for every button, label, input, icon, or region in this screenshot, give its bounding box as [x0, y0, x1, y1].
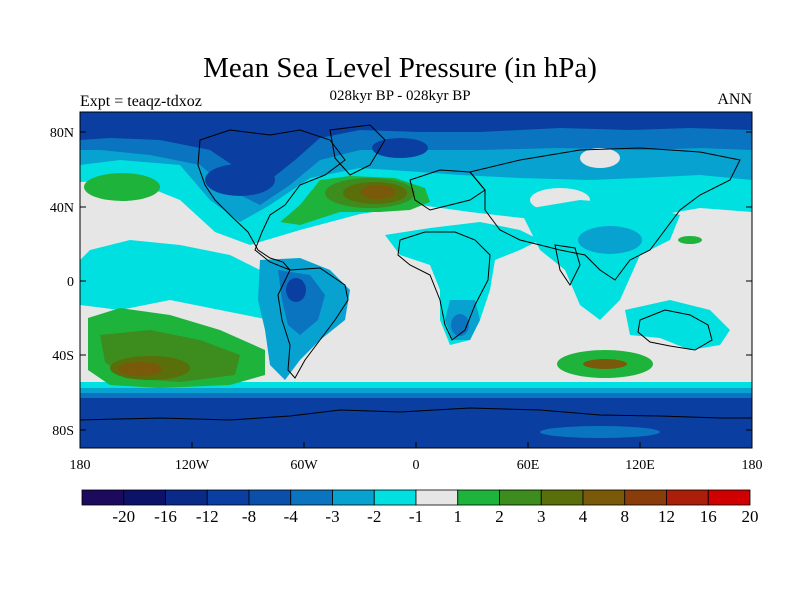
australia-cyan: [625, 300, 730, 350]
colorbar-label: -3: [325, 507, 339, 526]
lon-tick-label: 120W: [175, 458, 210, 473]
season-label: ANN: [717, 91, 752, 108]
south-pacific-high-brown: [118, 362, 162, 376]
map-field: [80, 112, 752, 448]
lon-tick-label: 0: [413, 458, 420, 473]
colorbar-swatch: [123, 489, 166, 506]
lon-tick-label: 60W: [290, 458, 318, 473]
colorbar-label: 4: [579, 507, 588, 526]
africa-mid-blue: [451, 314, 469, 336]
lat-tick-label: 40N: [50, 201, 74, 216]
colorbar-swatch: [582, 489, 626, 506]
colorbar-label: 2: [495, 507, 504, 526]
chart-subtitle: 028kyr BP - 028kyr BP: [329, 88, 471, 104]
colorbar-label: 12: [658, 507, 675, 526]
siberia-white-patch: [580, 148, 620, 168]
colorbar-swatch: [165, 489, 208, 506]
colorbar-swatch: [373, 489, 417, 506]
colorbar-swatch: [624, 489, 667, 506]
colorbar-label: -16: [154, 507, 177, 526]
lon-tick-label: 60E: [517, 458, 540, 473]
colorbar-label: 20: [742, 507, 759, 526]
south-america-deep-blue: [286, 278, 306, 302]
experiment-label: Expt = teaqz-tdxoz: [80, 93, 202, 110]
antarctic-mid-patch: [540, 426, 660, 438]
colorbar-label: -12: [196, 507, 219, 526]
colorbar-swatch: [248, 489, 292, 506]
colorbar-swatch: [206, 489, 250, 506]
colorbar-swatch: [499, 489, 542, 506]
colorbar-swatch: [290, 489, 333, 506]
north-atlantic-high-brown: [361, 185, 395, 199]
lat-tick-label: 0: [67, 275, 74, 290]
colorbar-swatch: [707, 489, 751, 506]
colorbar-swatch: [81, 489, 125, 506]
coastlines: [80, 124, 752, 421]
colorbar-swatch: [540, 489, 584, 506]
north-pacific-high-green: [84, 173, 160, 201]
lon-tick-label: 120E: [625, 458, 655, 473]
africa-cyan: [385, 222, 540, 345]
lat-tick-label: 40S: [52, 349, 74, 364]
colorbar-label: -4: [284, 507, 299, 526]
colorbar-label: -20: [112, 507, 135, 526]
arctic-deep-patch: [372, 138, 428, 158]
colorbar-swatch: [457, 489, 500, 506]
colorbar-label: -2: [367, 507, 381, 526]
colorbar-label: 8: [621, 507, 630, 526]
north-pacific-deep-patch: [205, 164, 275, 196]
colorbar-label: 3: [537, 507, 546, 526]
latitude-axis: 80N 40N 0 40S 80S: [50, 126, 752, 439]
southern-ocean-deep-band: [80, 398, 752, 448]
lon-tick-label: 180: [70, 458, 91, 473]
colorbar-label: -8: [242, 507, 256, 526]
colorbar: -20 -16 -12 -8 -4 -3 -2 -1 1 2 3 4 8 12 16 20: [81, 489, 759, 526]
lat-tick-label: 80S: [52, 424, 74, 439]
colorbar-swatch: [415, 489, 459, 506]
colorbar-label: 1: [454, 507, 463, 526]
asia-cyan: [520, 200, 680, 320]
colorbar-swatch: [332, 489, 375, 506]
colorbar-label: 16: [700, 507, 717, 526]
west-pacific-green-patch: [678, 236, 702, 244]
east-pacific-cyan: [80, 240, 285, 320]
lat-tick-label: 80N: [50, 126, 74, 141]
chart-title: Mean Sea Level Pressure (in hPa): [203, 52, 597, 84]
colorbar-swatch: [666, 489, 709, 506]
lon-tick-label: 180: [742, 458, 763, 473]
south-indian-high-darkgreen: [583, 359, 627, 369]
longitude-axis: 180 120W 60W 0 60E 120E 180: [70, 442, 763, 473]
colorbar-label: -1: [409, 507, 423, 526]
northern-deep-band: [80, 112, 752, 180]
asia-light-blue: [578, 226, 642, 254]
